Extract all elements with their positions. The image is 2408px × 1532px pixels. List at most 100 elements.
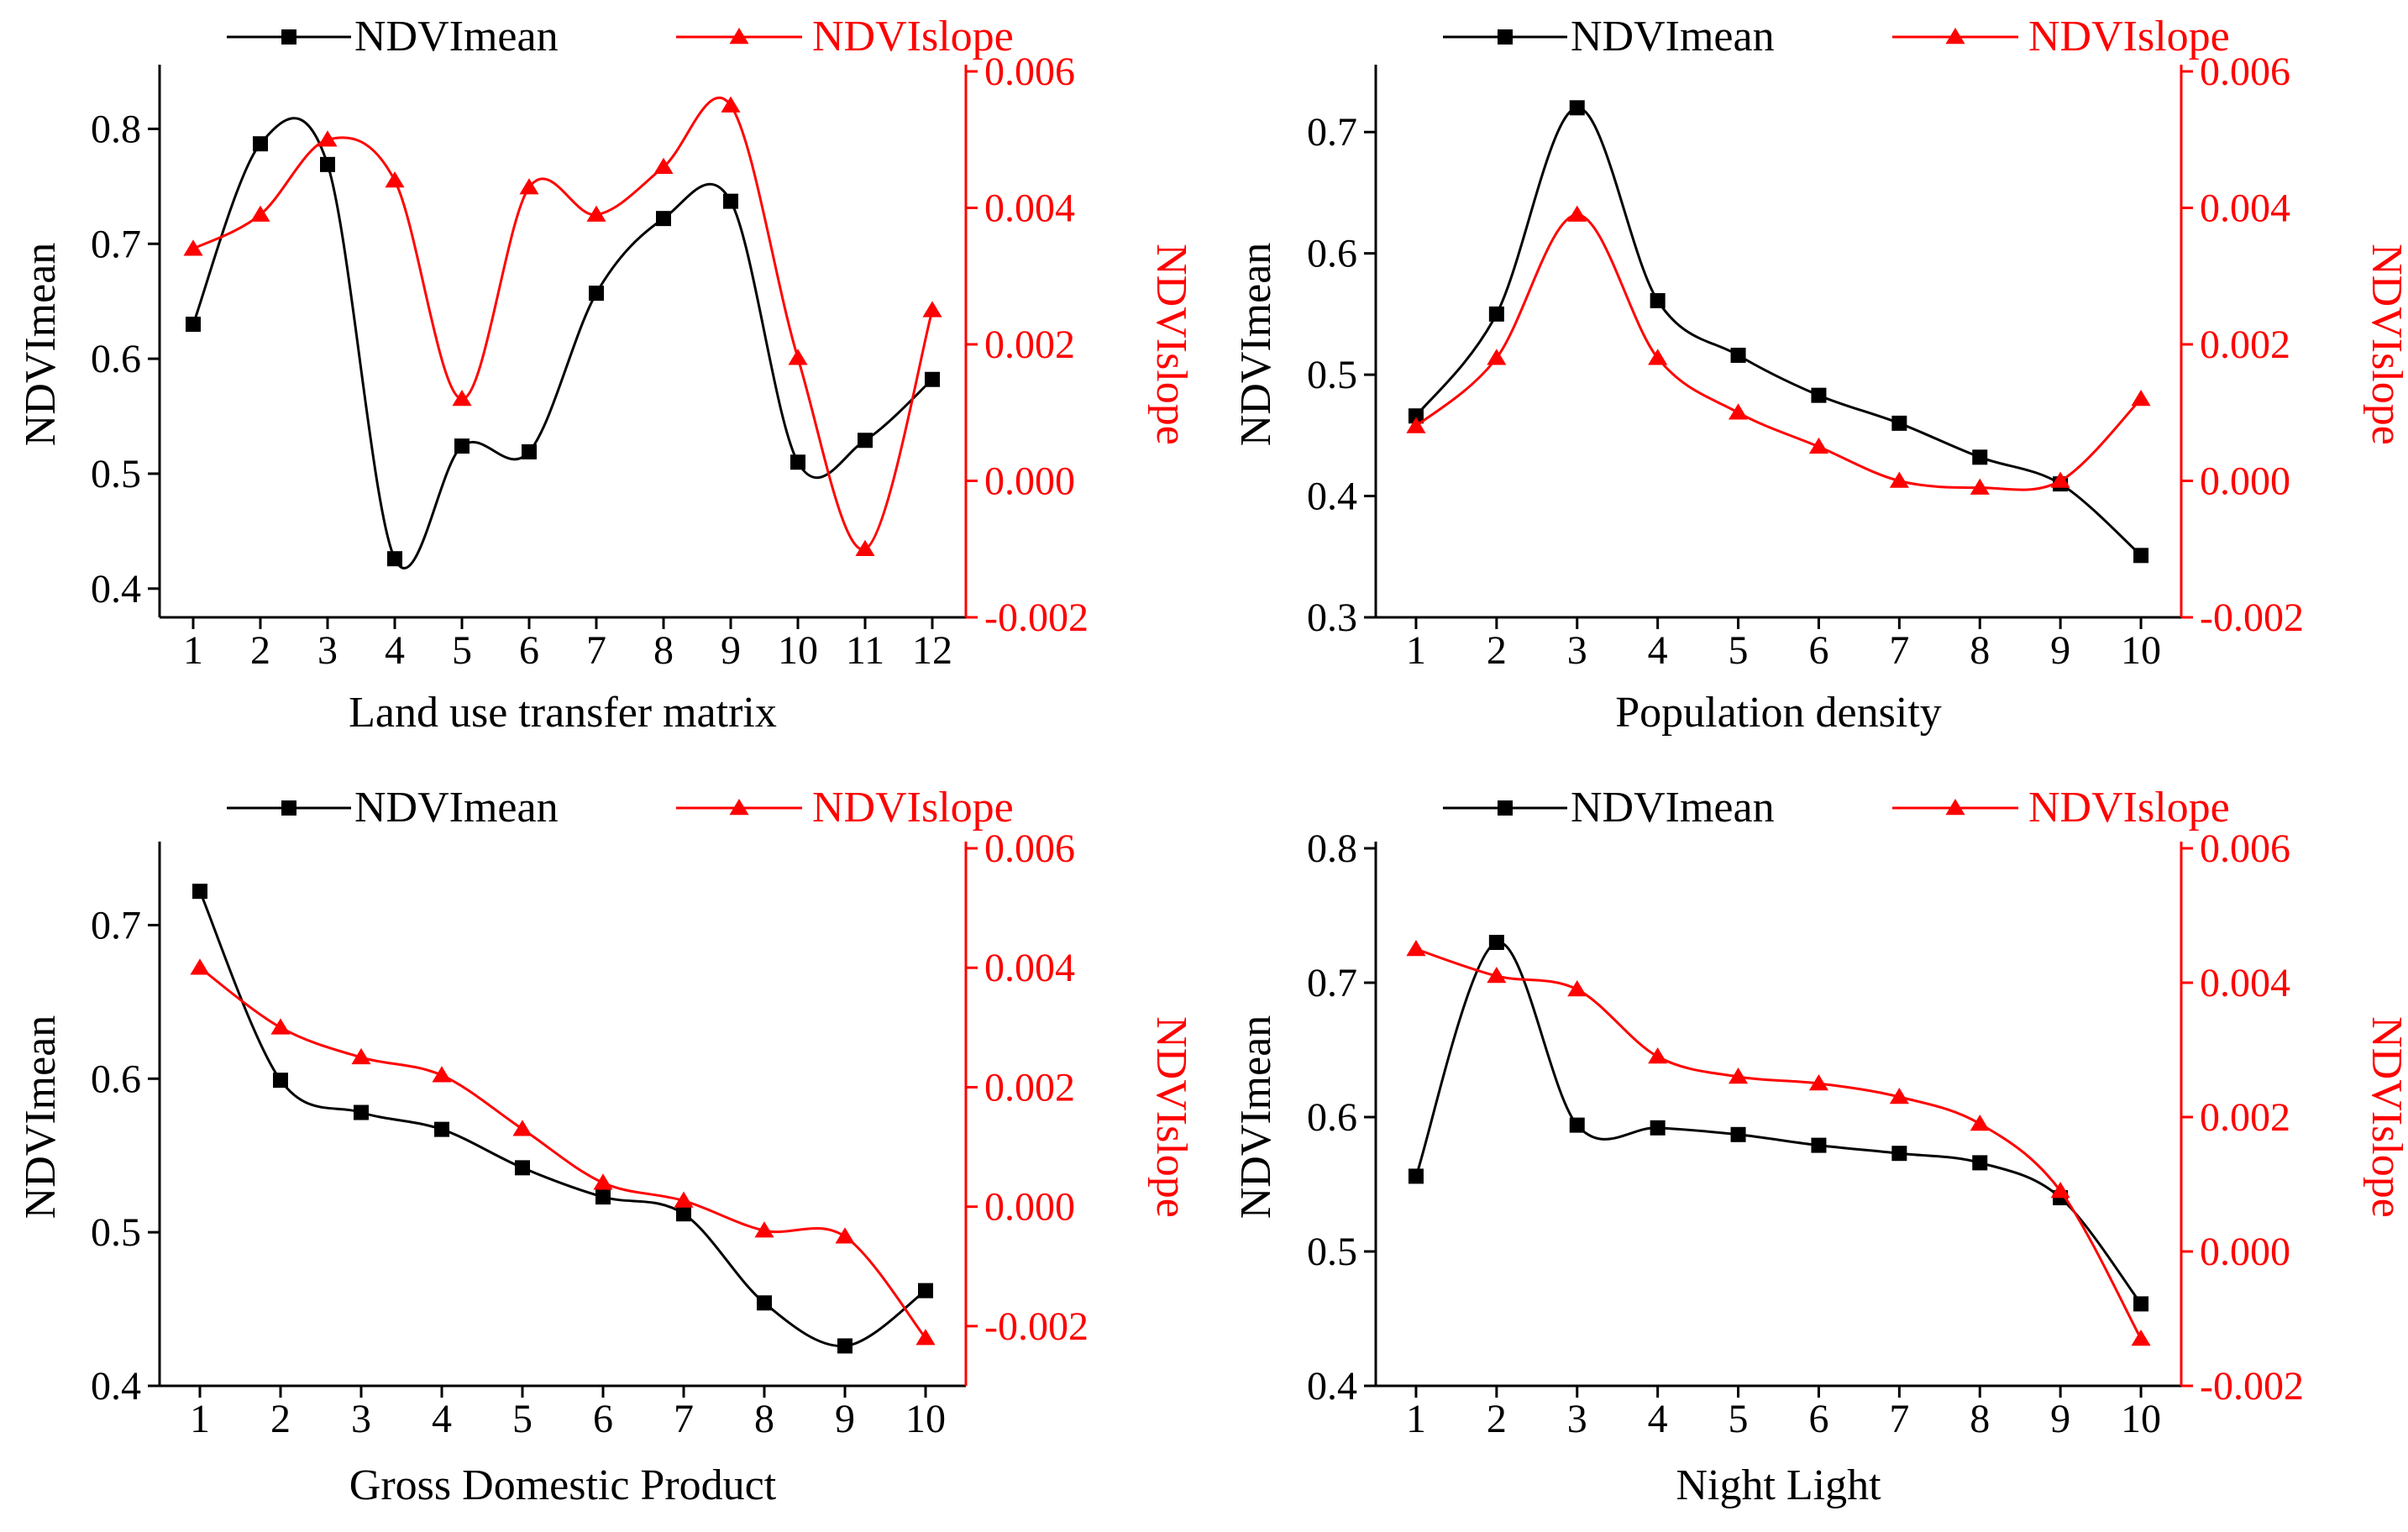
data-point-triangle (855, 539, 875, 556)
y-tick-label: 0.6 (91, 337, 141, 381)
x-tick-label: 5 (1729, 1397, 1749, 1441)
chart-panel-1: 1 2 3 4 5 6 7 8 9 10 11 120.40.50.60.70.8-0.0020.00… (17, 13, 1195, 737)
data-point-triangle (915, 1329, 936, 1346)
y2-axis-label: NDVIslope (1147, 1016, 1195, 1218)
data-point-square (2133, 1296, 2149, 1312)
x-tick-label: 10 (2121, 628, 2161, 673)
x-tick-label: 7 (1889, 1397, 1909, 1441)
legend-label-ndvimean: NDVImean (354, 784, 559, 832)
data-point-triangle (653, 157, 674, 174)
x-tick-label: 2 (1487, 1397, 1507, 1441)
x-tick-label: 1 (1406, 628, 1426, 673)
data-point-square (522, 443, 537, 459)
x-tick-label: 8 (754, 1397, 774, 1441)
y-axis-label: NDVImean (17, 243, 65, 447)
y2-tick-label: 0.004 (984, 946, 1075, 990)
x-tick-label: 6 (593, 1397, 613, 1441)
y2-tick-label: 0.000 (2200, 1230, 2290, 1274)
legend-label-ndvimean: NDVImean (354, 13, 559, 60)
x-tick-label: 9 (2050, 1397, 2070, 1441)
legend-marker-triangle (729, 799, 749, 816)
x-tick-label: 1 (1406, 1397, 1426, 1441)
x-tick-label: 8 (1970, 628, 1990, 673)
y2-tick-label: -0.002 (984, 1304, 1089, 1349)
chart-panel-2: 1 2 3 4 5 6 7 8 9 10 0.3 0.4 0.5 0.6 0.7 -0.002 0.000 0.0… (1232, 13, 2408, 737)
data-point-square (1811, 387, 1827, 403)
data-point-triangle (183, 239, 203, 256)
y-tick-label: 0.5 (91, 452, 141, 496)
data-point-square (1650, 1120, 1666, 1136)
x-tick-label: 9 (721, 628, 741, 673)
x-tick-label: 4 (1648, 628, 1668, 673)
legend: NDVImean NDVIslope (227, 784, 1014, 832)
data-point-square (589, 286, 604, 302)
x-tick-label: 10 (2121, 1397, 2161, 1441)
series-line-NDVIslope (1415, 947, 2143, 1340)
data-point-triangle (2050, 1182, 2070, 1199)
x-tick-label: 8 (653, 628, 674, 673)
data-point-square (1972, 449, 1988, 465)
x-tick-label: 5 (512, 1397, 532, 1441)
data-point-square (676, 1206, 691, 1222)
data-point-triangle (190, 958, 210, 975)
x-tick-label: 5 (452, 628, 472, 673)
data-point-square (192, 884, 207, 900)
data-point-triangle (1889, 1088, 1909, 1104)
y-tick-label: 0.4 (91, 1364, 141, 1409)
data-point-triangle (2050, 471, 2070, 488)
data-point-triangle (922, 301, 942, 317)
data-point-triangle (317, 130, 338, 147)
x-tick-label: 7 (674, 1397, 694, 1441)
chart-panel-3: 1 2 3 4 5 6 7 8 9 10 0.4 0.5 0.6 0.7 -0.002 0.000 0.002 0… (17, 784, 1195, 1509)
legend: NDVImean NDVIslope (1443, 13, 2230, 60)
series-line-NDVIslope (1415, 213, 2143, 491)
x-axis-label: Population density (1615, 689, 1942, 737)
data-point-square (595, 1189, 611, 1205)
data-point-triangle (1406, 417, 1426, 433)
data-point-triangle (351, 1047, 371, 1065)
data-point-triangle (835, 1227, 855, 1244)
data-point-square (1569, 1117, 1585, 1133)
y2-tick-label: 0.002 (2200, 1095, 2290, 1140)
data-point-triangle (1567, 205, 1587, 222)
data-point-triangle (674, 1191, 694, 1208)
y-tick-label: 0.6 (1307, 232, 1357, 276)
legend-marker-square (281, 800, 296, 816)
data-point-square (837, 1338, 853, 1354)
data-point-square (354, 1104, 369, 1120)
x-axis-label: Gross Domestic Product (349, 1461, 777, 1509)
x-tick-label: 9 (835, 1397, 855, 1441)
legend: NDVImean NDVIslope (227, 13, 1014, 60)
data-point-triangle (586, 205, 606, 222)
data-point-triangle (385, 171, 405, 188)
data-point-square (1408, 408, 1424, 424)
y-tick-label: 0.4 (1307, 475, 1357, 519)
data-point-square (1569, 100, 1585, 116)
data-point-triangle (1567, 980, 1587, 997)
x-axis-label: Land use transfer matrix (349, 689, 777, 737)
y-tick-label: 0.5 (91, 1210, 141, 1255)
data-point-square (454, 438, 470, 454)
data-point-triangle (270, 1018, 291, 1035)
data-point-square (925, 371, 940, 387)
legend: NDVImean NDVIslope (1443, 784, 2230, 832)
y-tick-label: 0.5 (1307, 353, 1357, 397)
data-point-triangle (1487, 349, 1507, 365)
y2-tick-label: 0.006 (2200, 826, 2290, 871)
y2-tick-label: 0.004 (984, 186, 1075, 231)
y2-tick-label: 0.004 (2200, 961, 2290, 1005)
data-point-triangle (512, 1120, 532, 1136)
legend-label-ndvimean: NDVImean (1571, 13, 1775, 60)
y-tick-label: 0.5 (1307, 1230, 1357, 1274)
x-tick-label: 12 (912, 628, 952, 673)
data-point-square (790, 454, 805, 470)
series-line-NDVIslope (199, 966, 927, 1340)
series-line-NDVImean (198, 890, 926, 1348)
data-point-triangle (2131, 390, 2151, 407)
data-point-triangle (452, 390, 472, 407)
x-tick-label: 7 (586, 628, 606, 673)
y-tick-label: 0.7 (91, 222, 141, 266)
x-tick-label: 9 (2050, 628, 2070, 673)
data-point-square (1891, 1146, 1907, 1162)
data-point-square (515, 1160, 530, 1176)
